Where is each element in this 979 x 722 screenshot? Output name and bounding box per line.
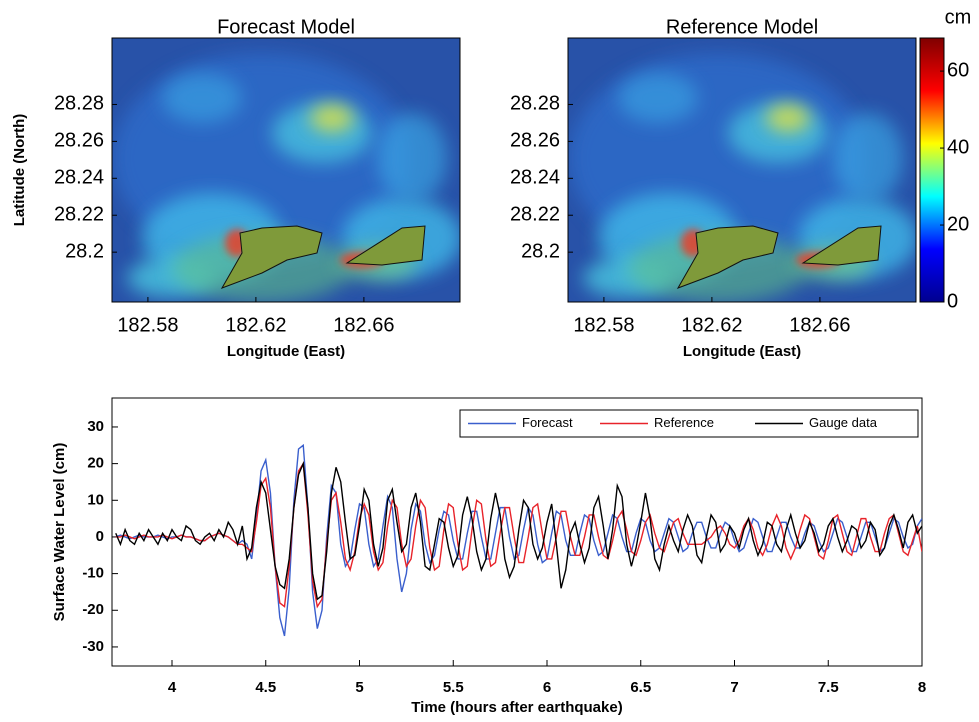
wave-field	[618, 73, 698, 123]
wave-field	[310, 104, 354, 132]
colorbar-label: cm	[945, 6, 972, 28]
colorbar	[919, 37, 945, 303]
island	[801, 225, 882, 266]
x-tick-label: 7.5	[818, 679, 839, 696]
y-tick-label: 28.2	[521, 240, 560, 262]
colorbar-tick-label: 20	[947, 213, 969, 235]
map-title: Reference Model	[666, 16, 818, 38]
series-line	[115, 460, 922, 601]
legend-box	[459, 409, 919, 438]
x-tick-label: 4.5	[255, 679, 276, 696]
x-axis-label: Longitude (East)	[683, 343, 801, 360]
x-tick-label: 182.58	[117, 314, 178, 336]
y-tick-label: 10	[87, 491, 104, 508]
legend-label: Gauge data	[809, 415, 878, 430]
map-frame	[111, 37, 461, 303]
wave-field	[833, 113, 903, 203]
y-tick-label: 28.26	[510, 130, 560, 152]
x-tick-label: 5.5	[443, 679, 464, 696]
wave-field	[766, 104, 810, 132]
x-axis-label: Time (hours after earthquake)	[411, 699, 622, 716]
island	[676, 225, 779, 289]
colorbar-tick-label: 40	[947, 136, 969, 158]
series-group	[115, 443, 922, 637]
y-axis-label: Surface Water Level (cm)	[51, 443, 68, 622]
legend-label: Reference	[654, 415, 714, 430]
y-tick-label: -20	[82, 601, 104, 618]
map-field	[112, 38, 460, 302]
x-axis-label: Longitude (East)	[227, 343, 345, 360]
y-tick-label: 0	[96, 528, 104, 545]
island	[345, 225, 426, 266]
y-tick-label: -30	[82, 638, 104, 655]
map-frame	[567, 37, 917, 303]
series-line	[115, 443, 922, 637]
island	[220, 225, 323, 289]
y-tick-label: 28.24	[54, 167, 104, 189]
y-tick-label: 28.24	[510, 167, 560, 189]
x-tick-label: 182.58	[573, 314, 634, 336]
wave-field	[162, 73, 242, 123]
colorbar-tick-label: 60	[947, 59, 969, 81]
y-tick-label: 28.22	[510, 204, 560, 226]
x-tick-label: 182.66	[333, 314, 394, 336]
wave-field	[377, 113, 447, 203]
x-tick-label: 4	[168, 679, 177, 696]
map-title: Forecast Model	[217, 16, 355, 38]
x-tick-label: 6	[543, 679, 551, 696]
y-tick-label: 28.26	[54, 130, 104, 152]
x-tick-label: 182.62	[225, 314, 286, 336]
x-tick-label: 8	[918, 679, 926, 696]
x-tick-label: 7	[730, 679, 738, 696]
y-tick-label: 30	[87, 418, 104, 435]
y-tick-label: 28.2	[65, 240, 104, 262]
x-tick-label: 182.62	[681, 314, 742, 336]
y-axis-label: Latitude (North)	[11, 114, 28, 226]
colorbar-tick-label: 0	[947, 290, 958, 312]
map-field	[568, 38, 916, 302]
y-tick-label: 20	[87, 455, 104, 472]
plot-frame	[111, 397, 923, 667]
x-tick-label: 6.5	[630, 679, 651, 696]
x-tick-label: 5	[355, 679, 363, 696]
legend-label: Forecast	[522, 415, 573, 430]
y-tick-label: 28.22	[54, 204, 104, 226]
x-tick-label: 182.66	[789, 314, 850, 336]
y-tick-label: -10	[82, 565, 104, 582]
y-tick-label: 28.28	[54, 93, 104, 115]
y-tick-label: 28.28	[510, 93, 560, 115]
